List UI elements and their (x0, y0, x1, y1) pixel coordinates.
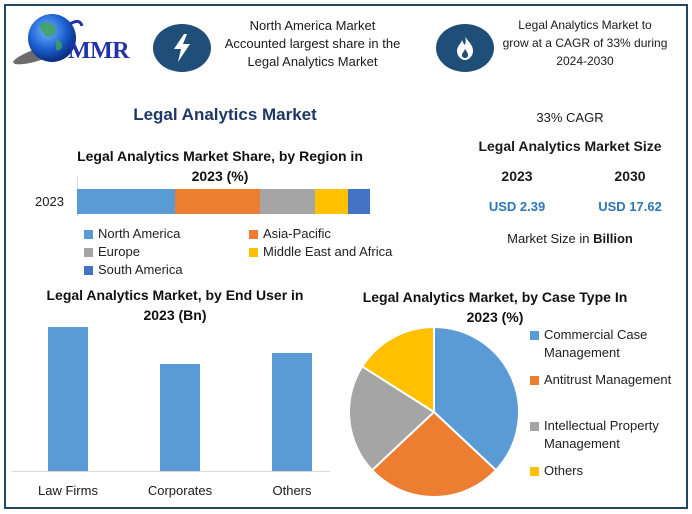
legend-item-north-america: North America (84, 225, 244, 243)
case-type-pie (348, 325, 520, 498)
legend-item-south-america: South America (84, 261, 244, 279)
region-legend-left: North America Europe South America (84, 225, 244, 279)
legend-label: Intellectual Property Management (544, 418, 659, 451)
legend-label: Commercial Case Management (544, 327, 648, 360)
swatch-icon (84, 229, 93, 239)
legend-item-antitrust: Antitrust Management (530, 371, 685, 417)
slice-intellectual-property-management (348, 365, 436, 472)
legend-label: Asia-Pacific (263, 226, 331, 241)
region-chart-title: Legal Analytics Market Share, by Region … (77, 148, 363, 184)
segment-north-america (77, 189, 175, 214)
callout1-line2: Accounted largest share in the (224, 36, 401, 51)
end-user-chart-title: Legal Analytics Market, by End User in 2… (46, 287, 304, 323)
market-size-unit: Market Size in Billion (470, 231, 670, 246)
case-type-chart-title: Legal Analytics Market, by Case Type In … (362, 289, 628, 325)
swatch-icon (530, 376, 539, 385)
region-legend-right: Asia-Pacific Middle East and Africa (249, 225, 419, 261)
swatch-icon (84, 265, 93, 275)
segment-europe (259, 189, 315, 214)
cagr-label: 33% CAGR (536, 110, 604, 125)
legend-item-asia-pacific: Asia-Pacific (249, 225, 419, 243)
end-user-baseline (12, 471, 330, 472)
bar-corporates (160, 364, 200, 471)
callout2-line1: Legal Analytics Market to (518, 18, 652, 32)
year-2023: 2023 (501, 168, 533, 184)
region-stacked-bar (77, 189, 370, 214)
value-2023: USD 2.39 (488, 199, 546, 214)
cagr-callout: Legal Analytics Market to grow at a CAGR… (500, 16, 670, 70)
legend-item-mea: Middle East and Africa (249, 243, 419, 261)
legend-label: South America (98, 262, 183, 277)
swatch-icon (530, 467, 539, 476)
xlabel-others: Others (272, 483, 312, 498)
bar-others (272, 353, 312, 471)
unit-prefix: Market Size in (507, 231, 594, 246)
lightning-bolt-icon (153, 24, 211, 72)
year-2030: 2030 (614, 168, 646, 184)
legend-label: Antitrust Management (544, 372, 672, 387)
callout2-line2: grow at a CAGR of 33% during (502, 36, 668, 50)
swatch-icon (530, 331, 539, 340)
bar-law-firms (48, 327, 88, 471)
infographic-frame (4, 4, 688, 509)
xlabel-corporates: Corporates (147, 483, 213, 498)
page-title: Legal Analytics Market (133, 105, 317, 124)
swatch-icon (84, 247, 93, 257)
legend-item-europe: Europe (84, 243, 244, 261)
slice-others (360, 325, 435, 414)
callout2-line3: 2024-2030 (556, 54, 614, 68)
mmr-logo: MMR (10, 10, 140, 76)
logo-text: MMR (68, 38, 130, 64)
xlabel-law-firms: Law Firms (38, 483, 98, 498)
north-america-callout: North America Market Accounted largest s… (215, 17, 410, 71)
slice-commercial-case-management (433, 325, 520, 472)
segment-south-america (348, 189, 370, 214)
legend-item-ip: Intellectual Property Management (530, 417, 685, 462)
callout1-line1: North America Market (249, 18, 376, 33)
legend-label: Middle East and Africa (263, 244, 393, 259)
market-size-title: Legal Analytics Market Size (478, 138, 662, 154)
swatch-icon (249, 229, 258, 239)
globe-icon (13, 14, 84, 65)
slice-antitrust-management (370, 410, 498, 498)
case-type-legend: Commercial Case Management Antitrust Man… (530, 326, 685, 480)
region-chart-category: 2023 (35, 194, 64, 209)
legend-item-others: Others (530, 462, 685, 480)
legend-label: Europe (98, 244, 140, 259)
value-2030: USD 17.62 (598, 199, 662, 214)
swatch-icon (249, 247, 258, 257)
segment-middle-east-and-africa (314, 189, 348, 214)
legend-label: Others (544, 463, 584, 478)
callout1-line3: Legal Analytics Market (247, 54, 378, 69)
unit-bold: Billion (593, 231, 633, 246)
swatch-icon (530, 422, 539, 431)
segment-asia-pacific (174, 189, 260, 214)
legend-label: North America (98, 226, 181, 241)
flame-icon (436, 24, 494, 72)
legend-item-commercial: Commercial Case Management (530, 326, 685, 371)
